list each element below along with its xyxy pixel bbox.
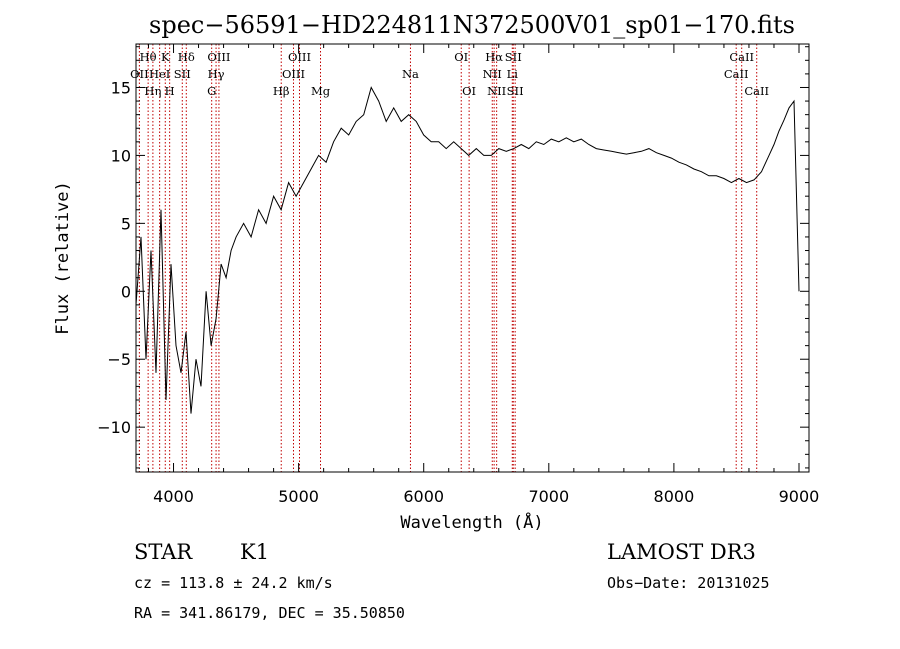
line-label: CaII bbox=[724, 67, 749, 81]
line-label: Hα bbox=[485, 50, 503, 64]
line-label: CaII bbox=[729, 50, 754, 64]
x-tick-label: 8000 bbox=[654, 487, 695, 506]
x-tick-label: 6000 bbox=[403, 487, 444, 506]
y-tick-label: 10 bbox=[111, 146, 131, 165]
line-label: Hθ bbox=[140, 50, 157, 64]
line-label: G bbox=[207, 84, 216, 98]
line-label: NII bbox=[487, 84, 506, 98]
x-tick-label: 5000 bbox=[278, 487, 319, 506]
plot-frame bbox=[135, 43, 810, 473]
line-label: SII bbox=[505, 50, 522, 64]
line-label: OIII bbox=[207, 50, 230, 64]
survey-name: LAMOST DR3 bbox=[607, 540, 756, 564]
redshift-velocity: cz = 113.8 ± 24.2 km/s bbox=[134, 574, 333, 592]
chart-title: spec−56591−HD224811N372500V01_sp01−170.f… bbox=[149, 11, 795, 39]
x-tick-label: 9000 bbox=[779, 487, 820, 506]
y-tick-label: −5 bbox=[107, 350, 131, 369]
line-label: NII bbox=[483, 67, 502, 81]
y-axis-title: Flux (relative) bbox=[53, 181, 73, 335]
line-label: OIII bbox=[282, 67, 305, 81]
line-label: H bbox=[165, 84, 175, 98]
line-label: Li bbox=[507, 67, 519, 81]
line-label: SII bbox=[174, 67, 191, 81]
x-axis-title: Wavelength (Å) bbox=[400, 511, 543, 533]
line-label: Na bbox=[402, 67, 419, 81]
x-tick-label: 7000 bbox=[528, 487, 569, 506]
line-label: HeI bbox=[149, 67, 170, 81]
observation-date: Obs−Date: 20131025 bbox=[607, 574, 770, 592]
line-label: Hβ bbox=[273, 84, 290, 98]
line-label: Mg bbox=[311, 84, 331, 98]
line-label: K bbox=[161, 50, 170, 64]
x-tick-label: 4000 bbox=[153, 487, 194, 506]
y-tick-label: 15 bbox=[111, 78, 131, 97]
line-label: Hδ bbox=[178, 50, 195, 64]
line-label: OI bbox=[454, 50, 468, 64]
x-axis: 4000 5000 6000 7000 8000 9000 bbox=[148, 44, 820, 506]
line-label: SII bbox=[507, 84, 524, 98]
coordinates: RA = 341.86179, DEC = 35.50850 bbox=[134, 604, 405, 622]
y-tick-label: 0 bbox=[121, 282, 131, 301]
line-markers bbox=[138, 44, 758, 472]
object-subclass: K1 bbox=[240, 540, 270, 564]
line-label: CaII bbox=[744, 84, 769, 98]
y-tick-label: 5 bbox=[121, 214, 131, 233]
spectrum-line bbox=[135, 86, 800, 414]
y-tick-label: −10 bbox=[97, 418, 131, 437]
y-axis: −10 −5 0 5 10 15 bbox=[97, 46, 809, 469]
line-label: Hη bbox=[144, 84, 161, 98]
object-class: STAR bbox=[134, 540, 193, 564]
line-label: Hγ bbox=[208, 67, 225, 81]
line-label: OIII bbox=[288, 50, 311, 64]
line-label: OI bbox=[462, 84, 476, 98]
